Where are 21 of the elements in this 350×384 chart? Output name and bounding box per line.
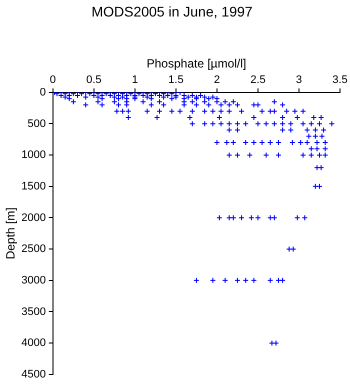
x-tick-label: 3.5	[332, 74, 348, 86]
y-tick-label: 0	[40, 86, 46, 98]
y-tick-label: 4500	[21, 368, 46, 380]
y-tick-label: 3500	[21, 306, 46, 318]
x-tick-label: 1	[132, 74, 138, 86]
chart-title: MODS2005 in June, 1997	[91, 3, 253, 20]
y-tick-label: 500	[28, 118, 46, 130]
x-tick-label: 3	[296, 74, 302, 86]
x-tick-label: 0.5	[86, 74, 102, 86]
y-tick-label: 3000	[21, 274, 46, 286]
x-tick-label: 1.5	[168, 74, 184, 86]
y-axis-title: Depth [m]	[4, 207, 18, 260]
x-tick-label: 2.5	[250, 74, 266, 86]
y-tick-label: 2000	[21, 212, 46, 224]
x-tick-label: 2	[214, 74, 220, 86]
y-tick-label: 1500	[21, 180, 46, 192]
y-tick-label: 4000	[21, 337, 46, 350]
y-tick-label: 2500	[21, 243, 46, 256]
x-tick-label: 0	[50, 74, 56, 86]
x-axis-title: Phosphate [µmol/l]	[146, 56, 246, 70]
y-tick-label: 1000	[21, 149, 46, 162]
